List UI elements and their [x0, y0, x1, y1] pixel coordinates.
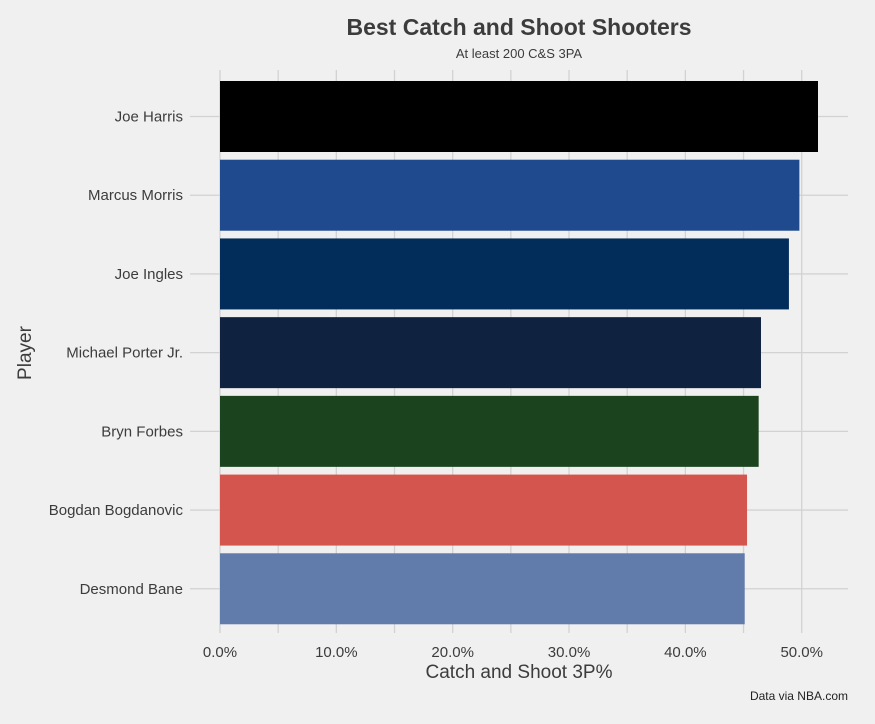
- chart-title: Best Catch and Shoot Shooters: [346, 14, 691, 40]
- y-tick-label: Michael Porter Jr.: [66, 345, 183, 362]
- x-tick-label: 30.0%: [548, 644, 591, 661]
- bar-marcus-morris: [220, 159, 800, 231]
- y-tick-label: Joe Ingles: [115, 266, 183, 283]
- y-tick-label: Bogdan Bogdanovic: [49, 502, 184, 519]
- chart-caption: Data via NBA.com: [750, 689, 848, 703]
- bar-bryn-forbes: [220, 395, 759, 467]
- x-tick-label: 40.0%: [664, 644, 707, 661]
- x-tick-label: 50.0%: [780, 644, 823, 661]
- y-tick-labels: Joe Harris Marcus Morris Joe Ingles Michael…: [49, 109, 184, 598]
- y-tick-label: Marcus Morris: [88, 187, 183, 204]
- bar-joe-ingles: [220, 238, 789, 310]
- bars: [220, 81, 818, 625]
- bar-bogdan-bogdanovic: [220, 474, 748, 546]
- y-axis-title: Player: [15, 325, 36, 380]
- x-axis-title: Catch and Shoot 3P%: [426, 662, 613, 683]
- bar-desmond-bane: [220, 553, 745, 625]
- x-tick-label: 20.0%: [431, 644, 474, 661]
- y-tick-label: Joe Harris: [115, 109, 183, 126]
- x-tick-labels: 0.0% 10.0% 20.0% 30.0% 40.0% 50.0%: [203, 644, 823, 661]
- y-tick-label: Bryn Forbes: [101, 423, 183, 440]
- x-tick-label: 0.0%: [203, 644, 237, 661]
- chart-subtitle: At least 200 C&S 3PA: [456, 46, 583, 61]
- y-tick-label: Desmond Bane: [80, 581, 183, 598]
- bar-michael-porter-jr: [220, 317, 761, 389]
- x-tick-label: 10.0%: [315, 644, 358, 661]
- bar-joe-harris: [220, 81, 818, 152]
